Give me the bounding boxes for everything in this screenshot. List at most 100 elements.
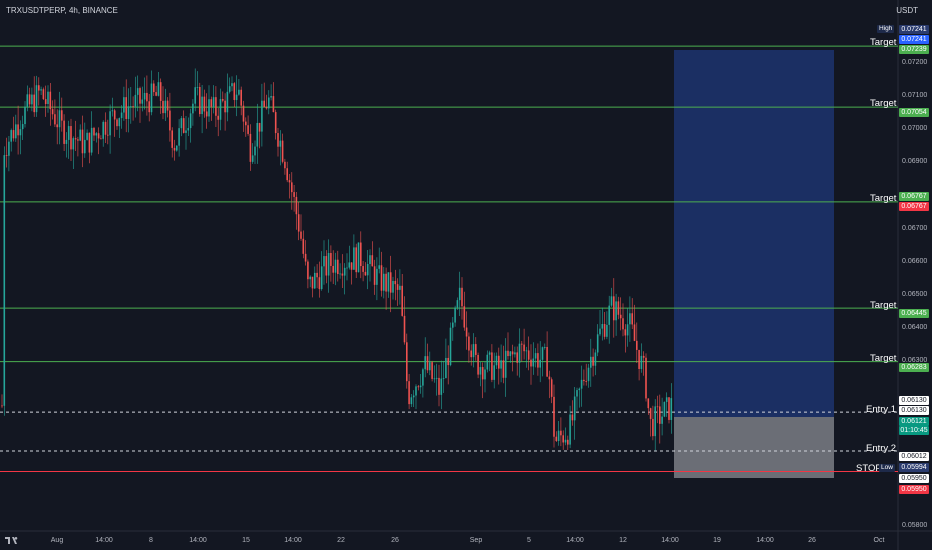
time-tick: 5 xyxy=(527,537,531,544)
level-label-target-5: Target xyxy=(870,353,897,364)
candle-body xyxy=(134,94,137,107)
current-price-tag: 0.06121 xyxy=(899,417,929,426)
candle-body xyxy=(171,130,173,148)
candle-body xyxy=(373,266,376,285)
candle-body xyxy=(79,129,81,141)
candle-body xyxy=(353,247,355,270)
candle-body xyxy=(19,129,22,136)
candle-body xyxy=(323,256,325,267)
candle-body xyxy=(54,114,56,125)
candle-body xyxy=(286,168,288,181)
candle-body xyxy=(652,418,654,437)
candle-body xyxy=(454,307,456,323)
price-tick: 0.06700 xyxy=(902,225,928,232)
time-tick: 14:00 xyxy=(189,537,207,544)
time-tick: Sep xyxy=(469,537,483,544)
price-tick: 0.06900 xyxy=(902,158,928,165)
candle-body xyxy=(212,97,215,107)
candle-body xyxy=(412,395,415,398)
candle-body xyxy=(226,91,229,113)
tradingview-logo-icon xyxy=(5,537,18,544)
candle-body xyxy=(247,125,249,134)
candle-body xyxy=(302,238,305,254)
candle-body xyxy=(468,336,470,351)
candle-body xyxy=(429,362,431,371)
candle-body xyxy=(371,255,374,267)
price-tick: 0.06600 xyxy=(902,258,928,265)
candle-body xyxy=(622,318,624,330)
candle-body xyxy=(527,350,530,360)
candle-body xyxy=(169,110,171,131)
time-tick: 19 xyxy=(713,537,721,544)
candle-body xyxy=(44,99,47,105)
candle-body xyxy=(143,92,146,100)
candle-body xyxy=(222,99,224,101)
candle-body xyxy=(139,88,141,104)
candle-body xyxy=(546,346,548,377)
candle-body xyxy=(456,300,459,308)
candle-body xyxy=(491,352,493,380)
time-tick: 12 xyxy=(619,537,627,544)
candle-body xyxy=(8,141,10,156)
candle-body xyxy=(49,91,52,110)
candle-body xyxy=(608,305,610,325)
candle-body xyxy=(668,397,670,420)
time-tick: 15 xyxy=(242,537,250,544)
candle-body xyxy=(320,266,323,290)
candle-body xyxy=(661,416,663,424)
entry-2-tag: 0.06012 xyxy=(899,452,929,461)
candle-body xyxy=(619,314,622,319)
candle-body xyxy=(594,352,597,366)
high-value-tag: 0.07241 xyxy=(899,35,929,44)
high-price-tag: 0.07241 xyxy=(899,25,929,34)
candle-body xyxy=(314,272,316,289)
candle-body xyxy=(208,99,210,117)
candle-body xyxy=(631,313,633,325)
candle-body xyxy=(369,255,371,264)
candle-body xyxy=(376,268,378,285)
candle-body xyxy=(1,405,3,407)
candle-body xyxy=(196,87,199,88)
candle-body xyxy=(182,118,185,133)
candle-body xyxy=(645,357,647,399)
candle-body xyxy=(284,161,286,169)
candle-body xyxy=(309,276,311,280)
candle-body xyxy=(569,414,571,445)
candle-body xyxy=(470,350,472,358)
time-tick: 14:00 xyxy=(284,537,302,544)
candle-body xyxy=(438,377,440,395)
candle-body xyxy=(350,262,353,270)
candle-body xyxy=(263,100,265,107)
candle-body xyxy=(548,376,551,380)
candle-body xyxy=(38,85,40,91)
candle-body xyxy=(493,365,495,380)
candle-body xyxy=(291,182,293,193)
candle-body xyxy=(422,369,424,386)
target-1-tag: 0.07239 xyxy=(899,45,929,54)
candle-body xyxy=(419,385,422,388)
candle-body xyxy=(77,139,79,141)
candle-body xyxy=(576,390,578,397)
high-badge: High xyxy=(877,25,895,33)
candle-body xyxy=(380,265,383,291)
candle-body xyxy=(279,140,282,147)
candle-body xyxy=(348,262,351,268)
candle-body xyxy=(251,155,254,162)
time-tick: 8 xyxy=(149,537,153,544)
time-tick: 26 xyxy=(391,537,399,544)
candle-body xyxy=(431,362,433,379)
symbol-title: TRXUSDTPERP, 4h, BINANCE xyxy=(6,6,118,15)
candle-body xyxy=(148,101,150,113)
candle-body xyxy=(587,367,590,382)
candle-body xyxy=(495,355,498,366)
candle-body xyxy=(31,94,33,105)
candle-body xyxy=(525,350,528,352)
candle-body xyxy=(523,344,525,352)
candle-body xyxy=(624,329,627,336)
candle-body xyxy=(113,110,116,120)
candle-body xyxy=(573,396,576,421)
candle-body xyxy=(642,355,645,358)
candle-body xyxy=(74,138,77,140)
target-3-tag: 0.06767 xyxy=(899,192,929,201)
